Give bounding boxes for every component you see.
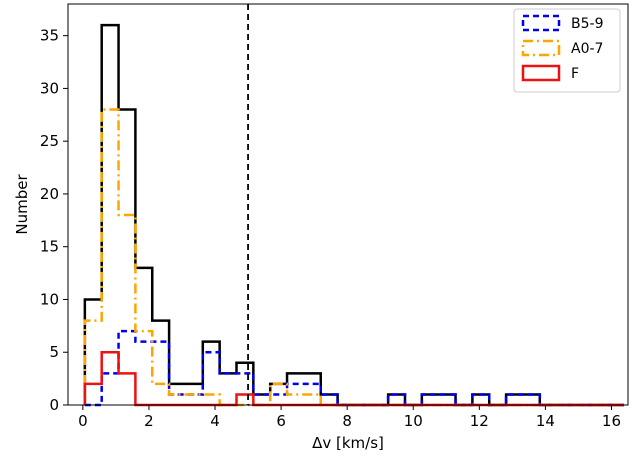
x-tick-label: 14	[536, 412, 555, 430]
x-tick-label: 0	[78, 412, 88, 430]
y-tick-label: 25	[40, 132, 59, 150]
y-tick-label: 5	[49, 343, 59, 361]
x-tick-label: 8	[342, 412, 352, 430]
x-tick-label: 16	[602, 412, 621, 430]
legend-label-b5-9: B5-9	[571, 16, 603, 32]
x-tick-label: 4	[210, 412, 220, 430]
y-tick-label: 0	[49, 396, 59, 414]
legend-label-f: F	[571, 66, 579, 82]
legend-swatch-a0-7	[521, 39, 561, 57]
x-axis-label: Δv [km/s]	[312, 434, 384, 452]
y-tick-label: 30	[40, 79, 59, 97]
y-axis-label: Number	[13, 174, 31, 235]
legend: B5-9 A0-7 F	[513, 8, 621, 93]
y-tick-label: 10	[40, 290, 59, 308]
y-tick-label: 35	[40, 27, 59, 45]
axes-layer: 0 2 4 6 8 10 12 14 16 0 5 10 15 20 25 30 35	[40, 3, 629, 430]
legend-label-a0-7: A0-7	[571, 41, 603, 57]
x-tick-label: 10	[404, 412, 423, 430]
series-line-b5-9	[84, 329, 625, 407]
y-tick-label: 20	[40, 185, 59, 203]
x-tick-label: 12	[470, 412, 489, 430]
legend-swatch-f	[521, 64, 561, 82]
x-tick-label: 6	[276, 412, 286, 430]
axes-frame	[67, 3, 629, 406]
legend-swatch-b5-9	[521, 14, 561, 32]
y-tick-label: 15	[40, 238, 59, 256]
x-tick-label: 2	[144, 412, 154, 430]
legend-box	[513, 8, 621, 93]
